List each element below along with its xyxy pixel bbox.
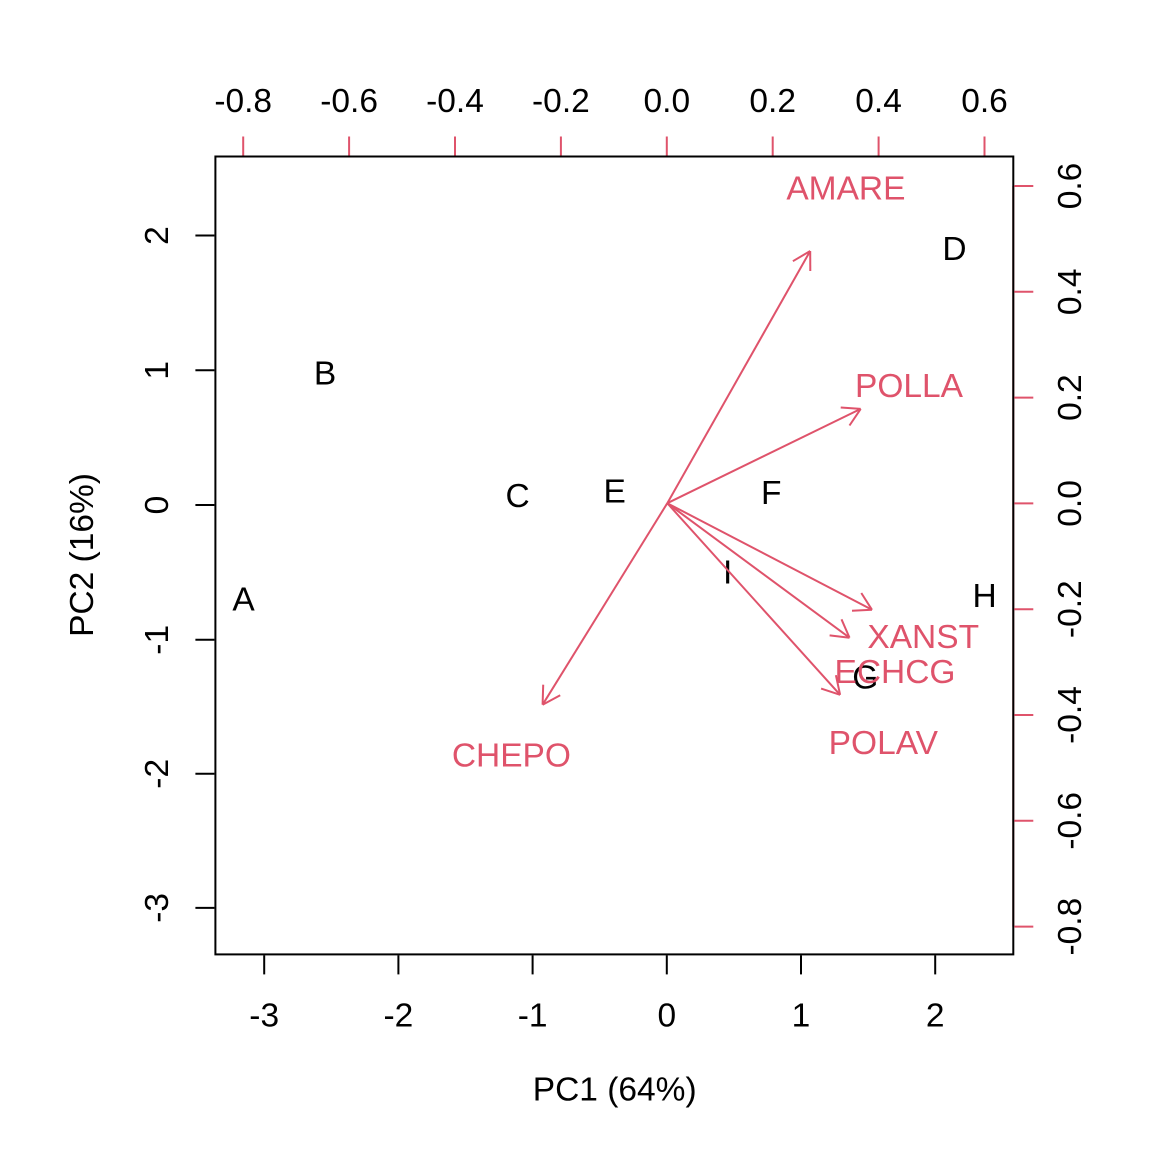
svg-text:-1: -1: [518, 998, 548, 1035]
svg-text:C: C: [505, 478, 529, 515]
svg-text:I: I: [723, 554, 732, 591]
svg-text:XANST: XANST: [867, 619, 979, 656]
svg-text:PC1 (64%): PC1 (64%): [533, 1071, 697, 1108]
svg-text:AMARE: AMARE: [786, 171, 905, 208]
svg-text:A: A: [232, 582, 255, 619]
svg-text:B: B: [314, 356, 336, 393]
svg-text:1: 1: [792, 998, 811, 1035]
svg-text:0.4: 0.4: [1052, 269, 1089, 316]
svg-text:-0.6: -0.6: [320, 83, 378, 120]
svg-text:G: G: [852, 659, 878, 696]
svg-text:POLLA: POLLA: [855, 368, 964, 405]
svg-text:-0.2: -0.2: [1052, 580, 1089, 638]
svg-text:0.6: 0.6: [1052, 163, 1089, 210]
svg-text:-3: -3: [249, 998, 279, 1035]
svg-text:2: 2: [139, 226, 176, 245]
svg-text:POLAV: POLAV: [829, 725, 939, 762]
svg-text:0.4: 0.4: [855, 83, 902, 120]
svg-text:-0.6: -0.6: [1052, 792, 1089, 850]
svg-text:0.0: 0.0: [1052, 480, 1089, 527]
svg-text:ECHCG: ECHCG: [835, 654, 956, 691]
svg-text:2: 2: [926, 998, 945, 1035]
svg-text:0.6: 0.6: [961, 83, 1008, 120]
svg-text:-0.2: -0.2: [532, 83, 590, 120]
svg-text:-1: -1: [139, 625, 176, 655]
svg-text:0.2: 0.2: [749, 83, 796, 120]
svg-text:-2: -2: [139, 759, 176, 789]
svg-text:-2: -2: [384, 998, 414, 1035]
svg-text:H: H: [972, 578, 996, 615]
svg-text:-3: -3: [139, 893, 176, 923]
svg-text:1: 1: [139, 361, 176, 380]
svg-text:0: 0: [139, 496, 176, 515]
svg-text:PC2 (16%): PC2 (16%): [64, 473, 101, 637]
svg-text:-0.4: -0.4: [1052, 686, 1089, 744]
svg-text:-0.8: -0.8: [214, 83, 272, 120]
svg-text:0.2: 0.2: [1052, 374, 1089, 421]
svg-text:0: 0: [657, 998, 676, 1035]
svg-text:D: D: [942, 231, 966, 268]
svg-text:E: E: [604, 474, 626, 511]
svg-text:0.0: 0.0: [644, 83, 691, 120]
svg-text:-0.4: -0.4: [426, 83, 484, 120]
svg-text:-0.8: -0.8: [1052, 898, 1089, 956]
svg-text:CHEPO: CHEPO: [452, 738, 571, 775]
svg-text:F: F: [761, 475, 781, 512]
